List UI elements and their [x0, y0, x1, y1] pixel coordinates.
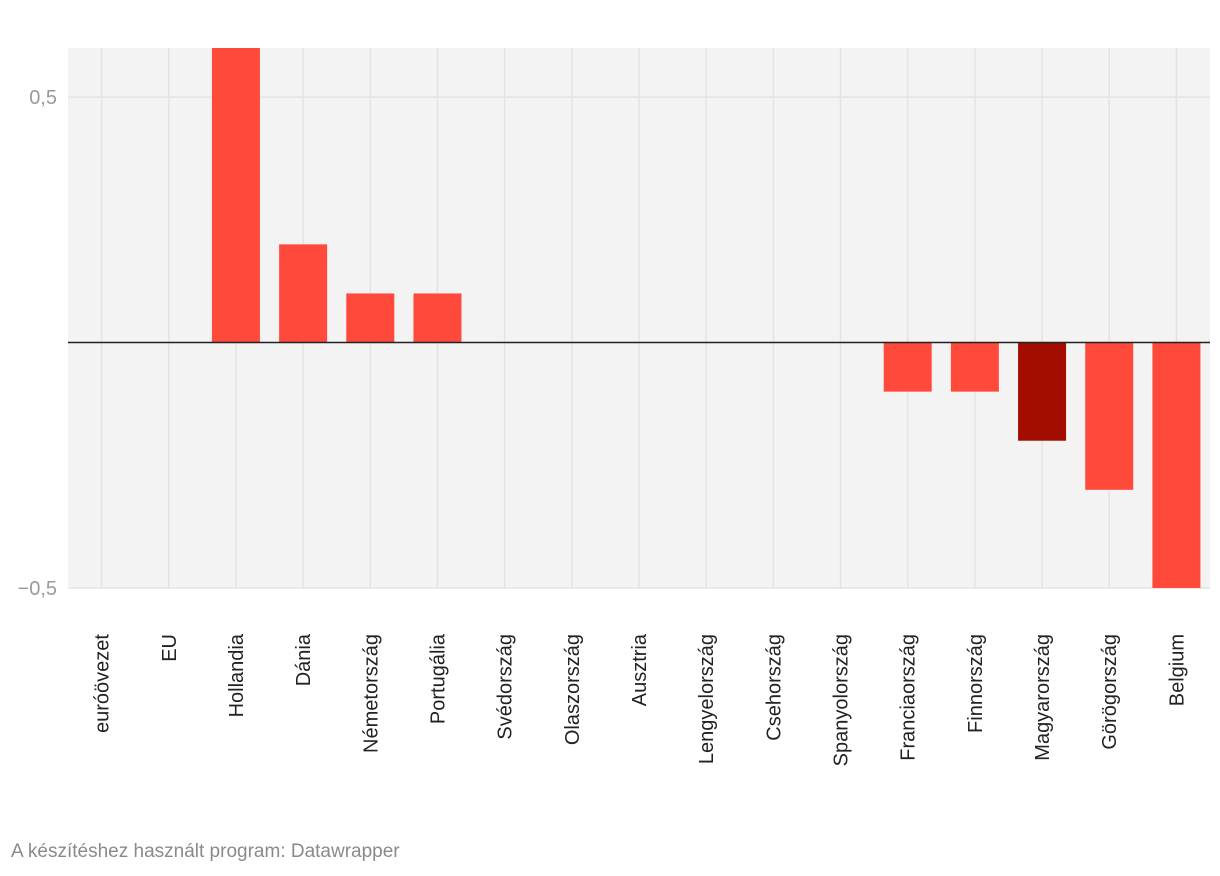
- x-tick-label: Hollandia: [226, 633, 248, 717]
- y-tick-label: −0,5: [18, 578, 57, 600]
- bar-Németország: [346, 293, 395, 343]
- bar-Belgium: [1152, 342, 1201, 588]
- bar-Görögország: [1085, 342, 1134, 490]
- x-tick-label: Lengyelország: [696, 634, 718, 764]
- x-tick-label: EU: [159, 634, 181, 662]
- bar-Finnország: [950, 342, 999, 392]
- bar-Portugália: [413, 293, 462, 343]
- x-tick-label: Magyarország: [1032, 634, 1054, 761]
- x-tick-label: Svédország: [495, 634, 517, 740]
- x-tick-label: Dánia: [293, 633, 315, 686]
- credit-footer: A készítéshez használt program: Datawrap…: [11, 841, 400, 862]
- bar-Franciaország: [883, 342, 932, 392]
- x-tick-label: euróövezet: [92, 634, 114, 733]
- x-tick-label: Spanyolország: [831, 634, 853, 766]
- bar-Dánia: [279, 244, 328, 343]
- x-tick-label: Portugália: [427, 633, 449, 724]
- x-tick-label: Franciaország: [898, 634, 920, 761]
- y-tick-label: 0,5: [29, 87, 57, 109]
- bar-Hollandia: [211, 48, 260, 343]
- bar-chart: 0,5 −0,5 euróövezet EU Hollandia Dánia Németor…: [18, 48, 1210, 766]
- x-tick-label: Ausztria: [629, 633, 651, 706]
- x-tick-label: Németország: [360, 634, 382, 753]
- x-tick-label: Belgium: [1166, 634, 1188, 706]
- x-tick-label: Görögország: [1099, 634, 1121, 750]
- bar-Magyarország: [1018, 342, 1067, 441]
- x-tick-label: Olaszország: [562, 634, 584, 745]
- x-tick-label: Finnország: [965, 634, 987, 733]
- x-tick-label: Csehország: [763, 634, 785, 741]
